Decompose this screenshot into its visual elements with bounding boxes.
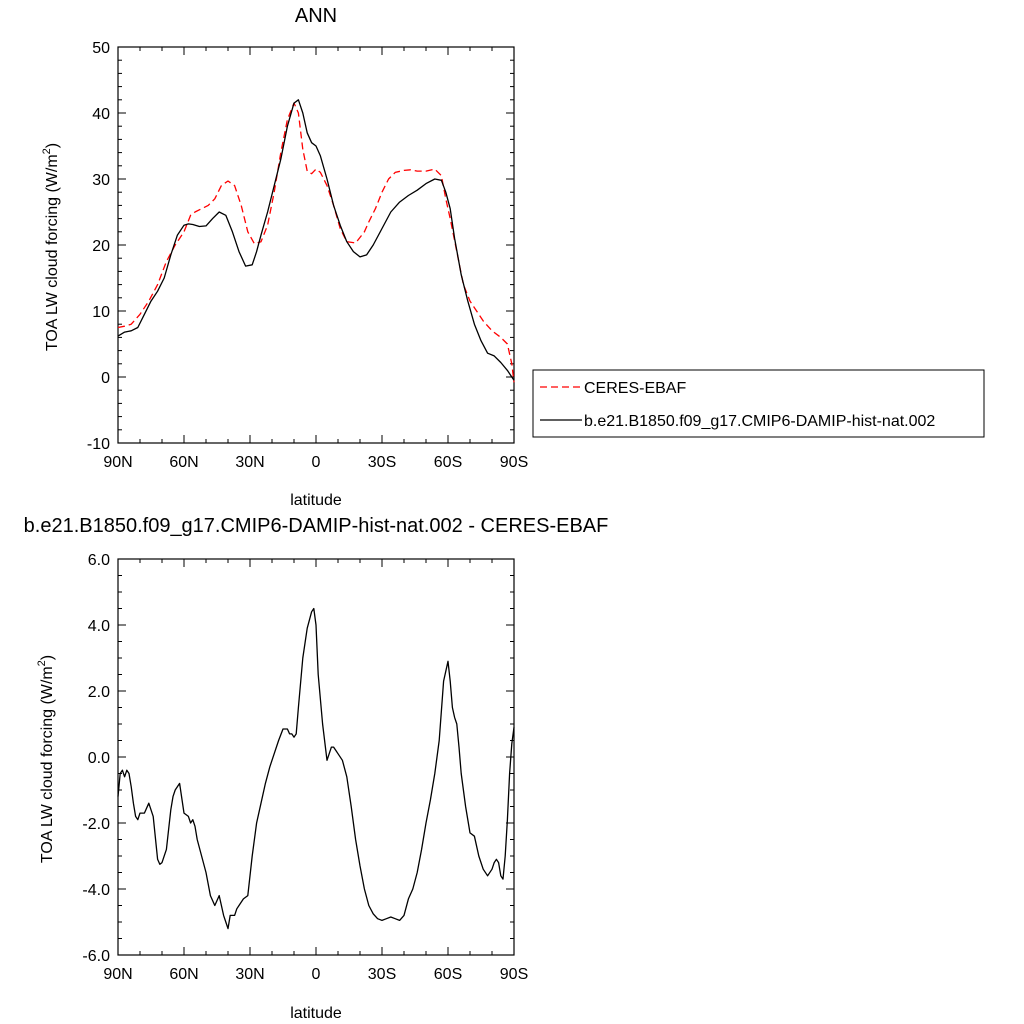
top-chart-y-tick-label: 0 (101, 370, 110, 387)
top-chart-x-tick-label: 90S (500, 454, 528, 471)
legend: CERES-EBAF b.e21.B1850.f09_g17.CMIP6-DAM… (532, 369, 985, 438)
bottom-chart-y-axis-label-end: ) (39, 655, 56, 660)
bottom-chart-y-tick-label: -2.0 (82, 816, 110, 833)
bottom-chart-x-tick-label: 0 (312, 966, 321, 983)
top-chart-x-axis-label: latitude (290, 492, 342, 509)
legend-label-model: b.e21.B1850.f09_g17.CMIP6-DAMIP-hist-nat… (584, 413, 935, 430)
bottom-chart-y-tick-label: -4.0 (82, 882, 110, 899)
bottom-chart-x-tick-label: 60S (434, 966, 462, 983)
top-chart-x-tick-label: 30N (235, 454, 264, 471)
top-chart-y-tick-label: 40 (92, 106, 110, 123)
bottom-chart-y-axis-label-main: TOA LW cloud forcing (W/m (39, 666, 56, 863)
top-chart-series-line-ceres-ebaf (117, 102, 515, 383)
legend-label-ceres-ebaf: CERES-EBAF (584, 380, 686, 397)
top-chart-y-tick-label: 20 (92, 238, 110, 255)
bottom-chart-panel: b.e21.B1850.f09_g17.CMIP6-DAMIP-hist-nat… (24, 515, 609, 1022)
bottom-chart-y-tick-label: 6.0 (88, 552, 110, 569)
top-chart-y-tick-label: 30 (92, 172, 110, 189)
top-chart-y-axis-label-end: ) (44, 143, 61, 148)
bottom-chart-title: b.e21.B1850.f09_g17.CMIP6-DAMIP-hist-nat… (24, 515, 609, 537)
top-chart-plot-frame (117, 46, 515, 444)
bottom-chart-plot-frame (117, 558, 515, 956)
top-chart-y-axis-label: TOA LW cloud forcing (W/m2) (41, 143, 61, 351)
bottom-chart-y-axis-label-sup: 2 (36, 660, 48, 666)
top-chart-y-axis-label-main: TOA LW cloud forcing (W/m (44, 154, 61, 351)
top-chart-title: ANN (295, 5, 337, 27)
top-chart-y-tick-label: 10 (92, 304, 110, 321)
bottom-chart-y-tick-label: -6.0 (82, 948, 110, 965)
top-chart-x-tick-label: 90N (103, 454, 132, 471)
top-chart-y-tick-label: -10 (87, 436, 110, 453)
top-chart-series-line-b-e21-b1850-f09-g17-cmip6-damip-hist-nat-002 (117, 99, 515, 381)
bottom-chart-x-tick-label: 90N (103, 966, 132, 983)
bottom-chart-y-tick-label: 2.0 (88, 684, 110, 701)
legend-box (532, 369, 985, 438)
top-chart-y-tick-label: 50 (92, 40, 110, 57)
top-chart-x-tick-label: 0 (312, 454, 321, 471)
bottom-chart-x-tick-label: 90S (500, 966, 528, 983)
bottom-chart-x-axis-label: latitude (290, 1005, 342, 1022)
bottom-chart-y-tick-label: 0.0 (88, 750, 110, 767)
bottom-chart-x-tick-label: 30N (235, 966, 264, 983)
top-chart-x-tick-label: 60N (169, 454, 198, 471)
bottom-chart-series-line-difference (117, 607, 515, 930)
bottom-chart-y-axis-label: TOA LW cloud forcing (W/m2) (36, 655, 56, 863)
top-chart-x-tick-label: 30S (368, 454, 396, 471)
bottom-chart-y-tick-label: 4.0 (88, 618, 110, 635)
top-chart-y-axis-label-sup: 2 (41, 148, 53, 154)
top-chart-x-tick-label: 60S (434, 454, 462, 471)
bottom-chart-x-tick-label: 60N (169, 966, 198, 983)
top-chart-panel: ANN TOA LW cloud forcing (W/m2) latitude… (41, 5, 528, 509)
bottom-chart-x-tick-label: 30S (368, 966, 396, 983)
